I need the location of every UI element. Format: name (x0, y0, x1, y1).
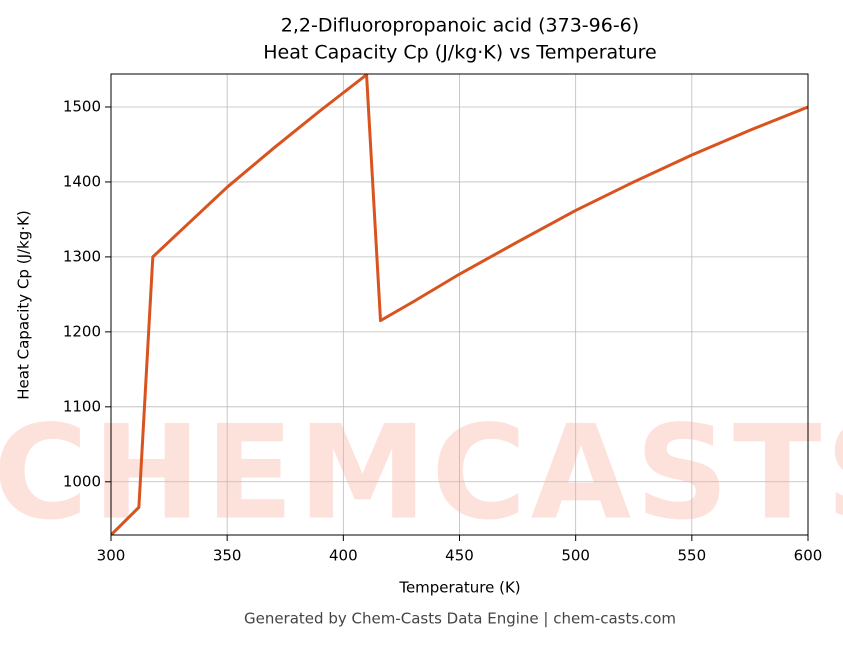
x-tick-label: 600 (794, 547, 823, 565)
y-tick-label: 1000 (63, 472, 101, 490)
footer: Generated by Chem-Casts Data Engine | ch… (244, 610, 676, 628)
y-tick-label: 1300 (63, 247, 101, 265)
x-tick-label: 350 (213, 547, 242, 565)
y-tick-label: 1100 (63, 397, 101, 415)
watermark: CHEMCASTS (0, 397, 843, 549)
x-tick-label: 300 (97, 547, 126, 565)
chart-subtitle: Heat Capacity Cp (J/kg·K) vs Temperature (263, 42, 657, 64)
x-tick-label: 550 (678, 547, 707, 565)
y-tick-label: 1500 (63, 97, 101, 115)
plot-frame (110, 73, 809, 536)
x-tick-label: 500 (561, 547, 590, 565)
x-tick-label: 450 (445, 547, 474, 565)
data-line (111, 74, 808, 535)
chart-title: 2,2-Difluoropropanoic acid (373-96-6) (281, 15, 639, 37)
y-tick-label: 1200 (63, 322, 101, 340)
y-tick-label: 1400 (63, 172, 101, 190)
y-axis-label: Heat Capacity Cp (J/kg·K) (15, 210, 33, 399)
x-axis-label: Temperature (K) (398, 579, 520, 597)
x-tick-label: 400 (329, 547, 358, 565)
